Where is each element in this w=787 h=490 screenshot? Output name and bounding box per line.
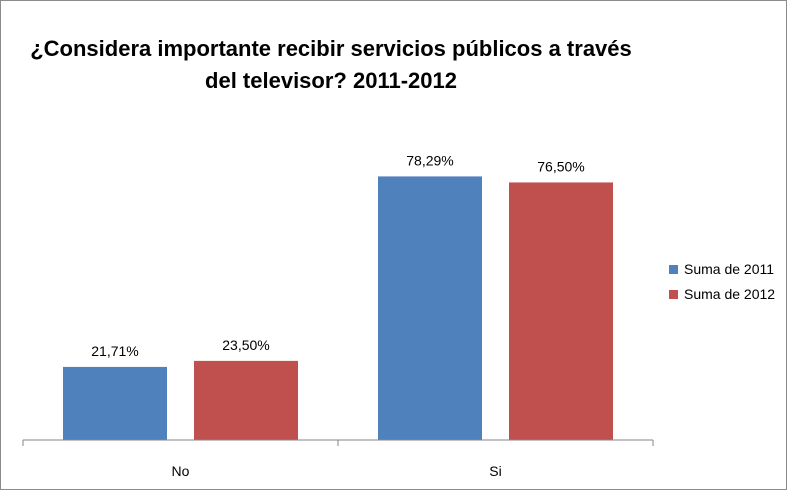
legend-item-2011: Suma de 2011	[669, 259, 775, 279]
category-label-si: Si	[489, 463, 501, 479]
legend-swatch-2012	[669, 289, 678, 299]
data-label-si-2012: 76,50%	[537, 158, 584, 174]
legend-label-2011: Suma de 2011	[684, 261, 775, 277]
legend-swatch-2011	[669, 264, 678, 274]
bar-no-2011	[63, 366, 167, 440]
legend-item-2012: Suma de 2012	[669, 284, 775, 304]
chart-title: ¿Considera importante recibir servicios …	[11, 33, 651, 97]
bar-no-2012	[194, 360, 298, 440]
data-label-si-2011: 78,29%	[406, 152, 453, 168]
legend-label-2012: Suma de 2012	[684, 286, 776, 302]
data-label-no-2011: 21,71%	[91, 343, 138, 359]
legend: Suma de 2011 Suma de 2012	[669, 259, 775, 309]
bar-si-2012	[509, 182, 613, 440]
bar-si-2011	[378, 176, 482, 441]
chart-title-line-1: ¿Considera importante recibir servicios …	[30, 36, 632, 61]
category-label-no: No	[172, 463, 190, 479]
chart-title-line-2: del televisor? 2011-2012	[205, 68, 457, 93]
data-label-no-2012: 23,50%	[222, 337, 269, 353]
